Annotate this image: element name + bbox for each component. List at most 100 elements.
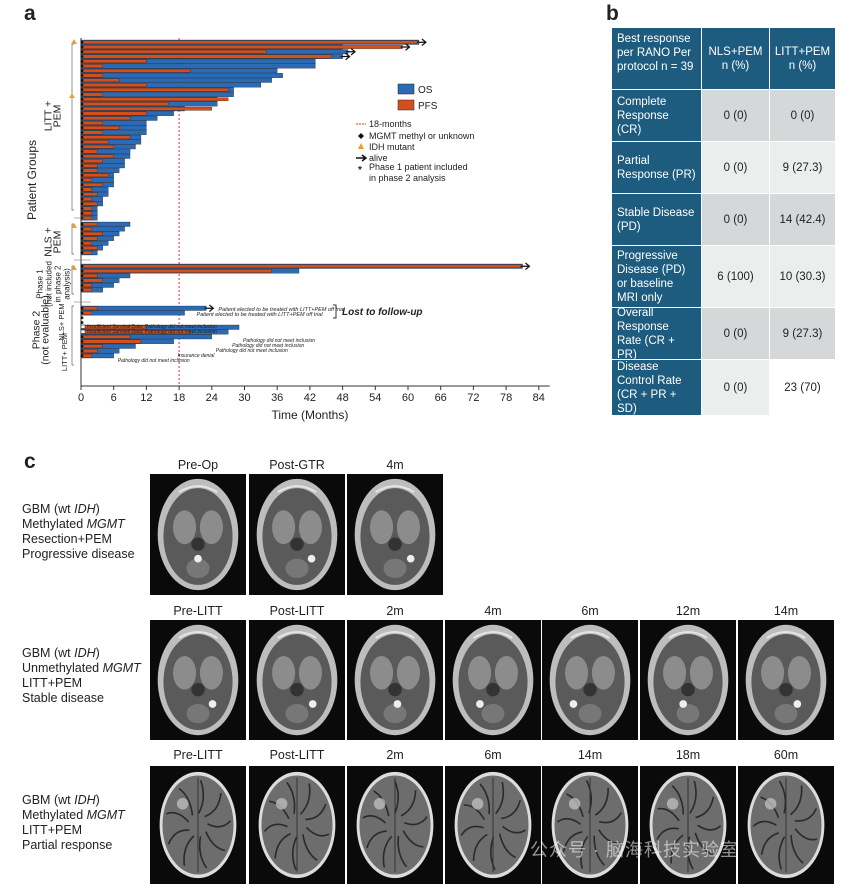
timepoint-label: 6m [581, 604, 599, 618]
mri-image [249, 766, 345, 884]
timepoint-label: 12m [675, 604, 701, 618]
mri-scan-graphic [549, 624, 631, 736]
case-label-1: GBM (wt IDH) Methylated MGMT Resection+P… [22, 502, 135, 562]
mgmt-marker [80, 164, 84, 168]
mgmt-marker [80, 159, 84, 163]
pfs-bar [80, 92, 103, 97]
annotation-insurance: Insurance denial [178, 353, 216, 359]
row-label-pd: Progressive Disease (PD) or baseline MRI… [612, 246, 702, 308]
os-bar [80, 305, 207, 311]
case2-line2a: Unmethylated [22, 661, 103, 675]
bracket-litt [71, 43, 74, 211]
mri-image [347, 474, 443, 595]
alive-arrow [416, 38, 427, 46]
mgmt-marker [80, 78, 84, 82]
pfs-bar [80, 273, 98, 278]
cell-cr-nls: 0 (0) [702, 90, 770, 142]
mri-image [347, 766, 443, 884]
timepoint-label: 6m [484, 748, 502, 762]
mgmt-marker [80, 131, 84, 134]
legend-alive-label: alive [369, 153, 388, 163]
legend-pfs-swatch [397, 99, 415, 111]
pfs-bar [80, 116, 131, 121]
mri-image [249, 620, 345, 740]
mgmt-marker [80, 274, 84, 278]
alive-arrow [340, 52, 351, 61]
timepoint-label: Pre-Op [177, 458, 219, 472]
mri-scan-graphic [745, 624, 827, 736]
annotation-path-2: Pathology did not meet inclusion [232, 343, 304, 349]
pfs-bar [80, 73, 103, 78]
mri-scan-graphic [157, 624, 239, 736]
mgmt-marker [80, 279, 84, 282]
pfs-bar [80, 140, 109, 144]
annotation-insufficient-2: Insufficient Survival Data; Pathology di… [87, 329, 217, 335]
group-label-line: Phase 2 [31, 311, 43, 350]
cell-orr-litt: 9 (27.3) [770, 308, 836, 360]
row-label-sd: Stable Disease (PD) [612, 194, 702, 246]
annotation-path-4: Pathology did not meet inclusion [118, 358, 190, 364]
row-label-dcr: Disease Control Rate (CR + PR + SD) [612, 360, 702, 416]
mgmt-marker [80, 232, 84, 236]
mgmt-marker [80, 211, 84, 215]
row-label-cr: Complete Response (CR) [612, 90, 702, 142]
x-tick-label-72: 72 [467, 392, 479, 404]
mri-scan-graphic [356, 771, 434, 879]
idh-marker [69, 93, 75, 98]
response-table: Best response per RANO Per protocol n = … [612, 28, 836, 418]
legend-phase1-line1: Phase 1 patient included [369, 162, 468, 172]
mri-image [640, 766, 736, 884]
mgmt-marker [80, 335, 84, 339]
case3-line1b: IDH [74, 793, 96, 807]
case1-line3: Resection+PEM [22, 532, 112, 546]
mri-scan-graphic [454, 771, 532, 879]
legend-pfs-label: PFS [418, 101, 438, 112]
alive-arrow [520, 262, 531, 270]
mgmt-marker [80, 197, 84, 201]
pfs-bar [80, 45, 403, 49]
mgmt-marker [80, 55, 84, 58]
mri-scan-graphic [649, 771, 727, 879]
os-bar [80, 73, 283, 78]
cell-sd-litt: 14 (42.4) [770, 194, 836, 246]
mgmt-marker [80, 173, 84, 177]
mgmt-marker [80, 321, 84, 324]
group-label-line: in phase 2 [54, 265, 63, 302]
mgmt-marker [80, 316, 84, 320]
pfs-bar [80, 334, 131, 339]
annotation-path-3: Pathology did not meet inclusion [216, 348, 288, 354]
bracket-phase2 [71, 305, 74, 366]
mri-image [738, 766, 834, 884]
x-tick-label-36: 36 [271, 392, 283, 404]
cell-pd-litt: 10 (30.3) [770, 246, 836, 308]
alive-arrow [400, 43, 411, 51]
mgmt-marker [80, 50, 84, 54]
legend-mgmt-marker [358, 133, 364, 139]
timepoint-label: 14m [577, 748, 603, 762]
row-label-orr: Overall Response Rate (CR + PR) [612, 307, 702, 361]
pfs-bar [80, 201, 98, 206]
mri-scan-graphic [157, 478, 239, 591]
mgmt-marker [80, 311, 84, 315]
timepoint-label: 18m [675, 748, 701, 762]
bracket-nls [71, 223, 74, 255]
pfs-bar [80, 306, 98, 311]
mri-image [150, 620, 246, 740]
case2-line1c: ) [95, 646, 100, 660]
x-tick-label-6: 6 [111, 392, 117, 404]
mgmt-marker [80, 192, 84, 196]
mgmt-marker [80, 116, 84, 120]
mgmt-marker [80, 74, 84, 77]
legend-idh-label: IDH mutant [369, 142, 415, 152]
group-label-line: PEM [52, 231, 64, 254]
idh-marker [71, 223, 77, 228]
cell-pr-litt: 9 (27.3) [770, 142, 836, 194]
cell-pr-nls: 0 (0) [702, 142, 770, 194]
mgmt-marker [80, 40, 84, 44]
cell-orr-nls: 0 (0) [702, 308, 770, 360]
x-axis-label: Time (Months) [271, 408, 348, 422]
x-tick-label-60: 60 [402, 392, 414, 404]
case-label-3: GBM (wt IDH) Methylated MGMT LITT+PEM Pa… [22, 793, 125, 853]
pfs-bar [80, 344, 103, 349]
mri-image [640, 620, 736, 740]
